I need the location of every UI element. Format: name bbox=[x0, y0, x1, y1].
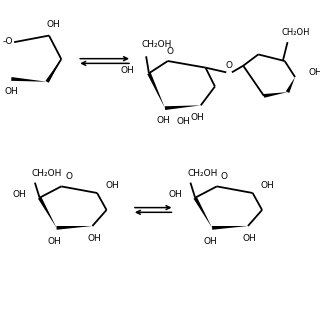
Text: OH: OH bbox=[47, 20, 60, 29]
Polygon shape bbox=[194, 197, 212, 228]
Text: O: O bbox=[65, 172, 72, 181]
Polygon shape bbox=[147, 73, 165, 108]
Text: OH: OH bbox=[308, 68, 320, 77]
Polygon shape bbox=[38, 197, 57, 228]
Text: CH₂OH: CH₂OH bbox=[32, 169, 62, 178]
Text: OH: OH bbox=[120, 66, 134, 75]
Polygon shape bbox=[264, 92, 287, 98]
Text: OH: OH bbox=[203, 236, 217, 245]
Text: -O: -O bbox=[3, 37, 13, 46]
Text: CH₂OH: CH₂OH bbox=[141, 41, 172, 50]
Text: OH: OH bbox=[4, 87, 18, 96]
Text: O: O bbox=[226, 61, 233, 70]
Text: O: O bbox=[220, 172, 228, 181]
Text: CH₂OH: CH₂OH bbox=[282, 28, 310, 37]
Text: OH: OH bbox=[13, 190, 26, 199]
Text: CH₂OH: CH₂OH bbox=[188, 169, 218, 178]
Text: OH: OH bbox=[190, 113, 204, 122]
Polygon shape bbox=[45, 59, 61, 83]
Polygon shape bbox=[11, 77, 47, 82]
Text: OH: OH bbox=[48, 236, 61, 245]
Text: OH: OH bbox=[243, 234, 257, 243]
Text: OH: OH bbox=[177, 117, 191, 126]
Polygon shape bbox=[165, 105, 201, 110]
Text: OH: OH bbox=[156, 116, 170, 125]
Text: OH: OH bbox=[168, 190, 182, 199]
Text: OH: OH bbox=[261, 181, 275, 190]
Text: OH: OH bbox=[87, 234, 101, 243]
Text: OH: OH bbox=[105, 181, 119, 190]
Text: O: O bbox=[166, 47, 173, 56]
Polygon shape bbox=[286, 77, 295, 93]
Polygon shape bbox=[56, 226, 92, 230]
Polygon shape bbox=[212, 226, 248, 230]
